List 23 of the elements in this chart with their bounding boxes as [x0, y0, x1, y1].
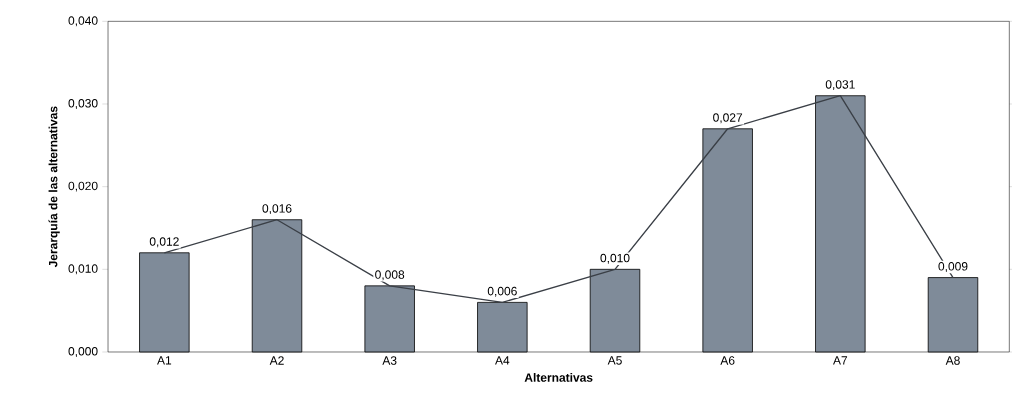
data-label: 0,008 — [375, 270, 405, 281]
y-axis-title: Jerarquía de las alternativas — [48, 106, 60, 268]
x-tick-label: A6 — [720, 356, 735, 365]
x-tick-label: A8 — [945, 356, 960, 365]
data-label: 0,016 — [262, 204, 292, 215]
x-tick-label: A4 — [495, 356, 510, 365]
y-tick-label: 0,030 — [68, 99, 98, 109]
x-tick-label: A7 — [833, 356, 848, 365]
y-tick-label: 0,000 — [68, 347, 98, 357]
data-label: 0,010 — [600, 253, 630, 264]
y-tick-label: 0,020 — [68, 181, 98, 192]
y-tick-label: 0,010 — [68, 264, 98, 275]
x-tick-label: A1 — [157, 356, 172, 365]
y-tick-label: 0,040 — [68, 16, 98, 27]
x-tick-label: A5 — [607, 356, 622, 365]
data-label: 0,006 — [487, 286, 517, 297]
x-axis-title: Alternativas — [524, 373, 593, 382]
data-label: 0,009 — [938, 262, 968, 272]
data-label: 0,031 — [825, 80, 855, 91]
x-tick-label: A2 — [269, 356, 284, 365]
x-tick-label: A3 — [382, 356, 397, 365]
data-label: 0,027 — [713, 113, 743, 124]
data-label: 0,012 — [149, 237, 179, 248]
